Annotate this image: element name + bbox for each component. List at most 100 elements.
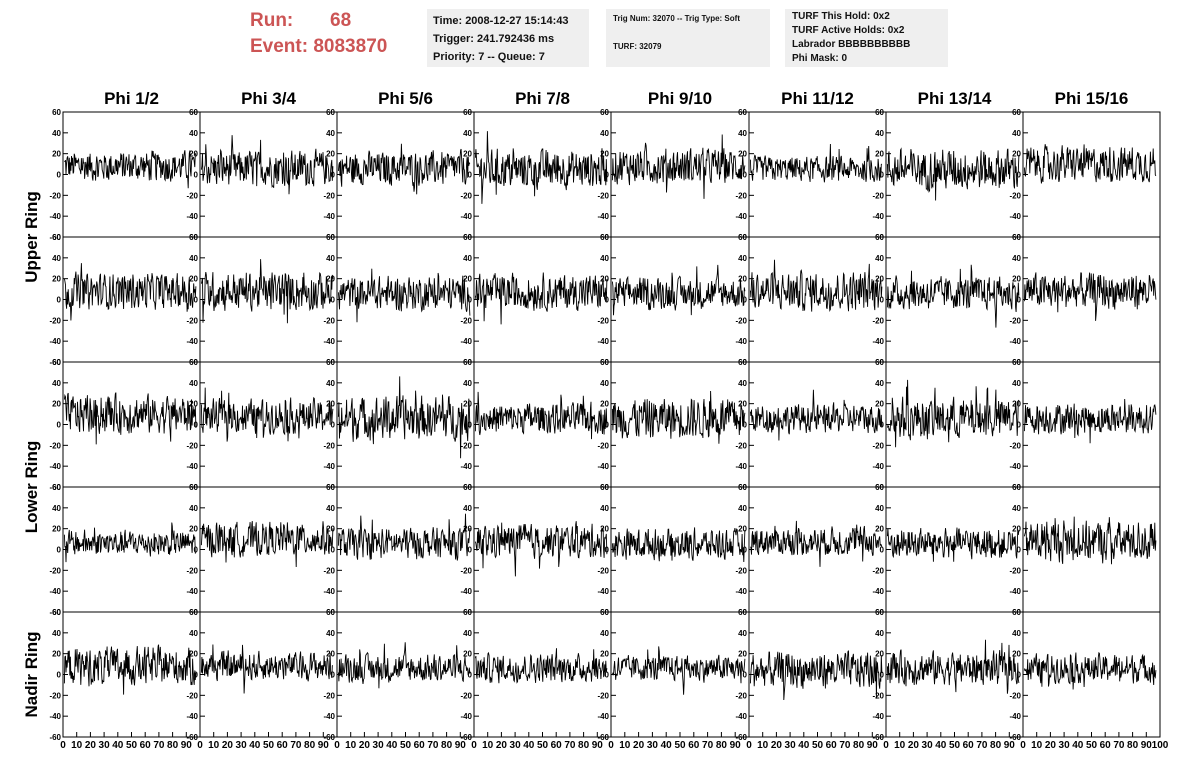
y-tick-label: 0 <box>468 296 473 305</box>
y-tick-label: 60 <box>875 233 884 242</box>
x-tick-label: 20 <box>633 740 645 751</box>
waveform-trace <box>63 392 197 445</box>
y-tick-label: 40 <box>52 504 61 513</box>
x-tick-label: 0 <box>1020 740 1026 751</box>
y-tick-label: 60 <box>326 483 335 492</box>
waveform-trace <box>337 513 471 561</box>
y-tick-label: 20 <box>1012 275 1021 284</box>
y-tick-label: -40 <box>1009 212 1021 221</box>
x-tick-label: 40 <box>1072 740 1084 751</box>
plot-frame <box>610 236 750 363</box>
y-tick-label: -60 <box>735 733 747 742</box>
y-tick-label: 20 <box>189 525 198 534</box>
y-tick-label: -60 <box>186 733 198 742</box>
y-tick-label: 40 <box>1012 254 1021 263</box>
y-tick-label: -60 <box>49 483 61 492</box>
y-tick-label: -40 <box>597 212 609 221</box>
x-tick-label: 10 <box>619 740 631 751</box>
x-tick-label: 10 <box>345 740 357 751</box>
y-tick-label: -20 <box>49 191 61 200</box>
y-tick-label: -60 <box>872 733 884 742</box>
x-tick-label: 60 <box>963 740 975 751</box>
y-tick-label: 60 <box>463 358 472 367</box>
y-tick-label: 20 <box>52 400 61 409</box>
y-tick-label: -20 <box>323 316 335 325</box>
x-tick-label: 80 <box>990 740 1002 751</box>
y-tick-label: 20 <box>52 525 61 534</box>
x-tick-label: 70 <box>564 740 576 751</box>
y-tick-label: 40 <box>1012 129 1021 138</box>
x-tick-label: 70 <box>839 740 851 751</box>
waveform-trace <box>200 521 334 568</box>
plot-frame <box>62 611 201 738</box>
y-tick-label: 0 <box>194 671 199 680</box>
y-tick-label: 0 <box>468 171 473 180</box>
run-row: Run: 68 <box>250 8 387 34</box>
y-tick-label: -20 <box>323 566 335 575</box>
y-tick-label: -40 <box>460 337 472 346</box>
y-tick-label: -20 <box>872 691 884 700</box>
y-tick-label: -40 <box>460 462 472 471</box>
y-tick-label: 0 <box>331 546 336 555</box>
y-tick-label: 40 <box>189 129 198 138</box>
y-tick-label: 40 <box>738 504 747 513</box>
y-tick-label: 60 <box>326 358 335 367</box>
x-tick-label: 20 <box>1045 740 1057 751</box>
y-tick-label: 60 <box>463 483 472 492</box>
waveform-trace <box>474 131 608 204</box>
y-tick-label: -40 <box>49 212 61 221</box>
y-tick-label: 40 <box>738 254 747 263</box>
y-tick-label: 20 <box>326 150 335 159</box>
waveform-trace <box>749 650 883 701</box>
y-tick-label: -40 <box>872 712 884 721</box>
y-tick-label: -40 <box>597 462 609 471</box>
y-tick-label: -40 <box>735 462 747 471</box>
waveform-trace <box>886 264 1020 328</box>
y-tick-label: -40 <box>323 337 335 346</box>
x-tick-label: 50 <box>126 740 138 751</box>
waveform-trace <box>886 379 1020 448</box>
column-title: Phi 7/8 <box>515 89 570 108</box>
y-tick-label: 60 <box>189 108 198 117</box>
y-tick-label: 40 <box>738 129 747 138</box>
x-tick-label: 10 <box>71 740 83 751</box>
y-tick-label: 40 <box>189 254 198 263</box>
waveform-trace <box>337 143 471 195</box>
y-tick-label: 0 <box>880 421 885 430</box>
waveform-trace <box>1023 516 1157 565</box>
turf-info-panel: TURF This Hold: 0x2 TURF Active Holds: 0… <box>785 9 948 67</box>
y-tick-label: 20 <box>600 650 609 659</box>
waveform-trace <box>1023 272 1157 321</box>
y-tick-label: -60 <box>323 733 335 742</box>
y-tick-label: -40 <box>49 337 61 346</box>
y-tick-label: 60 <box>189 233 198 242</box>
y-tick-label: 60 <box>189 608 198 617</box>
y-tick-label: -40 <box>872 337 884 346</box>
waveform-trace <box>611 264 746 316</box>
y-tick-label: 40 <box>52 629 61 638</box>
y-tick-label: 0 <box>194 421 199 430</box>
x-tick-label: 90 <box>592 740 604 751</box>
y-tick-label: -20 <box>49 441 61 450</box>
x-tick-label: 10 <box>894 740 906 751</box>
labrador-text: Labrador BBBBBBBBBB <box>792 39 911 50</box>
waveform-trace <box>611 390 746 444</box>
y-tick-label: 60 <box>189 483 198 492</box>
x-tick-label: 80 <box>441 740 453 751</box>
y-tick-label: 0 <box>880 671 885 680</box>
y-tick-label: 20 <box>738 650 747 659</box>
y-tick-label: 20 <box>463 275 472 284</box>
column-title: Phi 3/4 <box>241 89 296 108</box>
y-tick-label: -20 <box>323 191 335 200</box>
x-tick-label: 50 <box>949 740 961 751</box>
x-tick-label: 20 <box>908 740 920 751</box>
y-tick-label: 0 <box>605 421 610 430</box>
y-tick-label: 60 <box>738 608 747 617</box>
x-tick-label: 20 <box>359 740 371 751</box>
y-tick-label: 40 <box>52 129 61 138</box>
y-tick-label: -60 <box>49 233 61 242</box>
y-tick-label: 0 <box>194 296 199 305</box>
x-tick-label: 30 <box>373 740 385 751</box>
waveform-trace <box>337 376 471 459</box>
x-tick-label: 70 <box>976 740 988 751</box>
